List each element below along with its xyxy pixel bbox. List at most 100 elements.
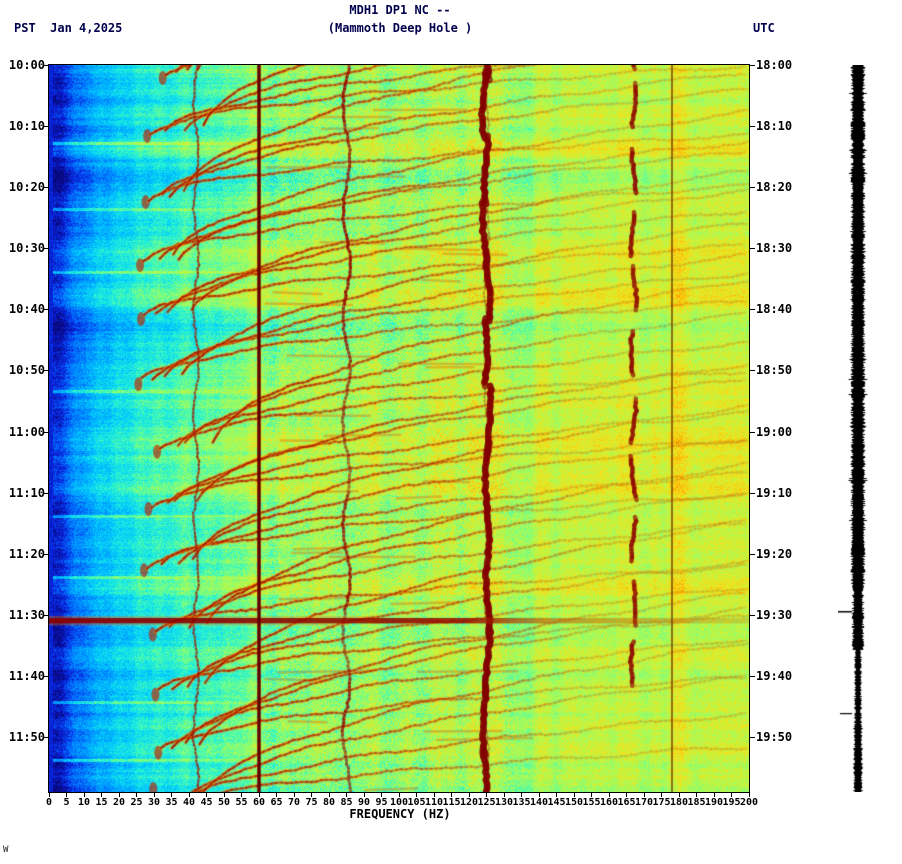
- right-time-tick-mark: [750, 431, 755, 433]
- freq-tick-mark: [188, 793, 190, 797]
- right-time-tick-mark: [750, 553, 755, 555]
- freq-tick-label: 35: [165, 797, 178, 808]
- freq-tick-label: 165: [617, 797, 636, 808]
- freq-tick-mark: [661, 793, 662, 797]
- right-time-tick-label: 19:10: [756, 485, 793, 500]
- freq-tick-label: 60: [252, 797, 266, 808]
- freq-tick-label: 130: [494, 797, 514, 808]
- freq-tick-label: 100: [389, 797, 409, 808]
- freq-tick-mark: [573, 793, 575, 797]
- right-time-tick-label: 18:00: [756, 58, 793, 72]
- left-time-tick-mark: [43, 126, 48, 128]
- left-time-tick-label: 10:30: [8, 241, 45, 256]
- freq-tick-label: 175: [652, 797, 671, 808]
- watermark: W: [3, 845, 9, 855]
- freq-tick-mark: [678, 793, 680, 797]
- freq-tick-mark: [363, 793, 365, 797]
- left-time-tick-mark: [43, 492, 48, 494]
- right-time-tick-mark: [750, 492, 755, 494]
- freq-tick-label: 0: [45, 797, 53, 808]
- freq-tick-mark: [713, 793, 715, 797]
- plot-frame: [48, 64, 750, 793]
- freq-tick-mark: [696, 793, 697, 797]
- freq-tick-mark: [731, 793, 732, 797]
- freq-tick-label: 55: [235, 797, 248, 808]
- left-time-tick-label: 11:50: [8, 730, 45, 745]
- freq-tick-label: 5: [63, 797, 70, 808]
- freq-tick-mark: [643, 793, 645, 797]
- left-time-tick-label: 10:50: [8, 363, 45, 378]
- left-time-tick-label: 11:30: [8, 607, 45, 622]
- right-time-tick-mark: [750, 370, 755, 372]
- freq-tick-label: 115: [442, 797, 461, 808]
- right-time-tick-label: 18:50: [756, 363, 793, 378]
- freq-tick-mark: [591, 793, 592, 797]
- freq-tick-label: 185: [687, 797, 706, 808]
- freq-tick-label: 190: [704, 797, 724, 808]
- freq-tick-mark: [66, 793, 67, 797]
- left-time-tick-mark: [43, 65, 48, 66]
- left-time-tick-mark: [43, 248, 48, 250]
- freq-tick-mark: [136, 793, 137, 797]
- x-axis-label: FREQUENCY (HZ): [349, 807, 451, 821]
- right-time-tick-label: 19:20: [756, 546, 793, 561]
- freq-tick-label: 25: [130, 797, 143, 808]
- freq-tick-mark: [556, 793, 557, 797]
- freq-tick-mark: [433, 793, 435, 797]
- freq-tick-label: 120: [459, 797, 479, 808]
- left-time-tick-label: 10:20: [8, 180, 45, 195]
- freq-tick-label: 50: [217, 797, 231, 808]
- right-time-tick-mark: [750, 614, 755, 616]
- freq-tick-mark: [48, 793, 50, 797]
- seismogram-amplitude-bar: [838, 65, 878, 792]
- freq-tick-mark: [748, 793, 750, 797]
- freq-tick-label: 90: [357, 797, 371, 808]
- freq-tick-mark: [206, 793, 207, 797]
- left-time-tick-mark: [43, 553, 48, 555]
- freq-tick-mark: [538, 793, 540, 797]
- freq-tick-label: 200: [739, 797, 759, 808]
- left-time-tick-label: 11:10: [8, 485, 45, 500]
- freq-tick-label: 125: [477, 797, 496, 808]
- freq-tick-mark: [626, 793, 627, 797]
- freq-tick-mark: [521, 793, 522, 797]
- timezone-date-left: PST Jan 4,2025: [14, 21, 123, 35]
- freq-tick-label: 45: [200, 797, 213, 808]
- right-time-tick-mark: [750, 126, 755, 128]
- left-time-tick-mark: [43, 370, 48, 372]
- freq-tick-mark: [608, 793, 610, 797]
- left-time-tick-mark: [43, 309, 48, 311]
- freq-tick-mark: [381, 793, 382, 797]
- right-time-tick-mark: [750, 675, 755, 677]
- freq-tick-label: 135: [512, 797, 531, 808]
- left-time-tick-label: 11:00: [8, 424, 45, 439]
- left-time-tick-label: 10:10: [8, 119, 45, 134]
- freq-tick-mark: [276, 793, 277, 797]
- left-time-tick-label: 10:40: [8, 302, 45, 317]
- freq-tick-mark: [241, 793, 242, 797]
- freq-tick-mark: [468, 793, 470, 797]
- freq-tick-label: 80: [322, 797, 336, 808]
- freq-tick-label: 30: [147, 797, 161, 808]
- freq-tick-label: 95: [375, 797, 388, 808]
- freq-tick-label: 65: [270, 797, 283, 808]
- station-title: MDH1 DP1 NC --: [349, 3, 451, 17]
- right-time-tick-mark: [750, 187, 755, 189]
- freq-tick-mark: [293, 793, 295, 797]
- freq-tick-mark: [503, 793, 505, 797]
- freq-tick-label: 140: [529, 797, 549, 808]
- right-time-tick-label: 19:30: [756, 607, 793, 622]
- right-time-tick-mark: [750, 737, 755, 739]
- right-time-tick-label: 19:00: [756, 424, 793, 439]
- freq-tick-mark: [398, 793, 400, 797]
- freq-tick-mark: [153, 793, 155, 797]
- freq-tick-label: 195: [722, 797, 741, 808]
- left-time-tick-mark: [43, 614, 48, 616]
- freq-tick-label: 180: [669, 797, 689, 808]
- freq-tick-mark: [258, 793, 260, 797]
- freq-tick-mark: [171, 793, 172, 797]
- freq-tick-mark: [328, 793, 330, 797]
- right-time-tick-label: 19:50: [756, 730, 793, 745]
- freq-tick-label: 145: [547, 797, 566, 808]
